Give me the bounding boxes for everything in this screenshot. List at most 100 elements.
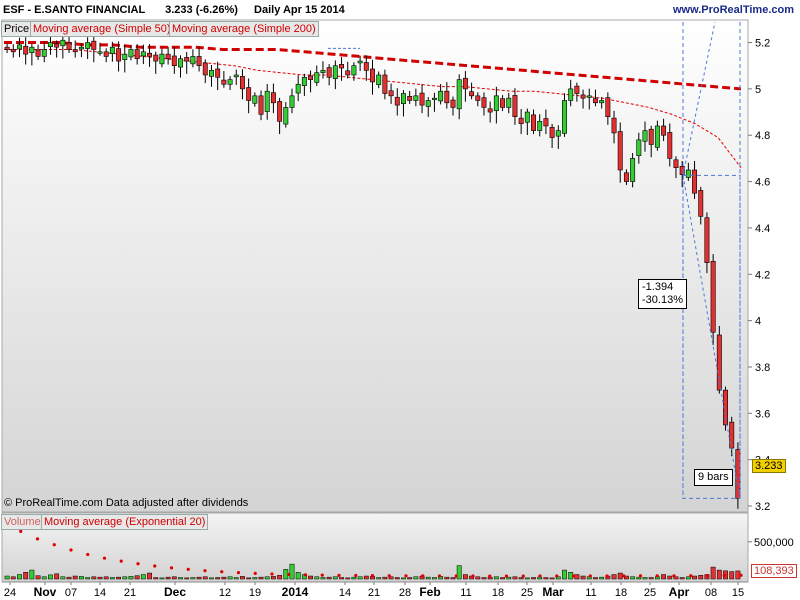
- volume-bar: [462, 574, 468, 580]
- volume-bar: [432, 577, 437, 580]
- candle-body: [661, 125, 667, 136]
- volume-bar: [264, 576, 270, 580]
- header-info: ESF - E.SANTO FINANCIAL 3.233 (-6.26%) D…: [3, 4, 345, 16]
- price-y-label: 4.2: [755, 269, 770, 281]
- tab-volume[interactable]: Volume: [1, 514, 44, 530]
- volume-ema-dot: [153, 564, 157, 568]
- volume-bar: [215, 577, 221, 580]
- candle-body: [103, 51, 109, 57]
- candle-body: [264, 90, 270, 112]
- volume-ema-dot: [320, 573, 324, 577]
- price-y-label: 4.6: [755, 177, 770, 189]
- volume-bar: [258, 576, 264, 580]
- volume-bar: [630, 576, 636, 580]
- x-label: Dec: [164, 585, 186, 599]
- candle-body: [716, 334, 722, 391]
- measure-diagonal: [682, 175, 741, 499]
- candle-body: [320, 70, 326, 73]
- volume-bar: [320, 577, 326, 580]
- candle-body: [215, 68, 221, 78]
- candle-body: [456, 79, 462, 110]
- candle-body: [382, 74, 388, 94]
- volume-ema-dot: [404, 574, 408, 578]
- volume-bar: [685, 576, 691, 580]
- last-volume-tag: 108,393: [751, 564, 797, 578]
- candle-body: [153, 54, 159, 62]
- price-y-label: 4: [755, 316, 761, 328]
- x-label: 08: [705, 587, 717, 599]
- candle-body: [642, 130, 648, 142]
- candle-body: [512, 95, 518, 117]
- period: Daily: [254, 4, 281, 16]
- volume-ema-dot: [471, 574, 475, 578]
- volume-bar: [735, 570, 741, 580]
- candle-body: [283, 107, 289, 125]
- candle-body: [617, 131, 623, 171]
- volume-bar: [345, 577, 351, 580]
- candle-body: [450, 99, 456, 108]
- x-label: 28: [399, 587, 411, 599]
- volume-bar: [407, 577, 413, 580]
- candle-body: [4, 46, 10, 50]
- volume-bar: [252, 577, 258, 580]
- candle-body: [171, 55, 177, 67]
- volume-bar: [456, 565, 462, 580]
- tab-price[interactable]: Price: [1, 21, 33, 37]
- candle-body: [239, 76, 245, 90]
- header-date: Apr 15 2014: [282, 4, 345, 16]
- volume-bar: [599, 576, 605, 580]
- volume-bar: [351, 576, 357, 580]
- candle-body: [506, 97, 512, 108]
- candle-body: [351, 65, 357, 76]
- volume-bar: [679, 577, 685, 580]
- volume-ema-dot: [35, 537, 40, 541]
- candle-body: [159, 53, 165, 65]
- volume-bar: [611, 574, 617, 580]
- price-y-label: 5.2: [755, 38, 770, 50]
- volume-ema-dot: [370, 574, 375, 578]
- volume-bar: [103, 576, 109, 580]
- candle-body: [531, 114, 536, 131]
- volume-ema-dot: [86, 552, 90, 557]
- candle-body: [723, 389, 728, 426]
- volume-bar: [716, 569, 722, 580]
- x-label: 14: [94, 587, 106, 599]
- volume-bar: [246, 577, 252, 580]
- volume-ema-dot: [203, 569, 207, 573]
- x-label: 25: [644, 587, 656, 599]
- volume-bar: [357, 576, 363, 580]
- candle-body: [140, 51, 146, 57]
- x-label: Mar: [542, 585, 564, 599]
- volume-bar: [531, 577, 536, 580]
- volume-ema-dot: [622, 574, 626, 578]
- tab-ma50[interactable]: Moving average (Simple 50): [30, 21, 174, 37]
- tab-ma200[interactable]: Moving average (Simple 200): [169, 21, 319, 37]
- volume-bar: [481, 577, 487, 580]
- volume-bar: [500, 577, 505, 580]
- candle-body: [345, 70, 351, 76]
- candle-body: [518, 117, 524, 124]
- volume-bar: [91, 576, 97, 580]
- candle-body: [252, 95, 258, 104]
- price-y-label: 5: [755, 84, 761, 96]
- volume-bar: [240, 576, 245, 580]
- price-y-label: 4.4: [755, 223, 770, 235]
- candle-body: [72, 49, 78, 53]
- measure-projection: [682, 21, 716, 176]
- candle-body: [134, 49, 140, 60]
- volume-bar: [48, 574, 53, 580]
- volume-ema-dot: [638, 574, 643, 578]
- candle-body: [78, 46, 84, 50]
- tab-volume-ma[interactable]: Moving average (Exponential 20): [41, 514, 209, 530]
- candle-body: [301, 76, 307, 86]
- volume-bar: [444, 576, 450, 580]
- volume-bar: [710, 566, 716, 580]
- volume-ema-dot: [19, 529, 23, 533]
- volume-bar: [209, 577, 214, 580]
- candle-body: [698, 190, 704, 217]
- candle-body: [438, 90, 444, 102]
- volume-ema-dot: [504, 574, 509, 578]
- volume-ema-dot: [521, 574, 525, 578]
- volume-bar: [4, 575, 10, 580]
